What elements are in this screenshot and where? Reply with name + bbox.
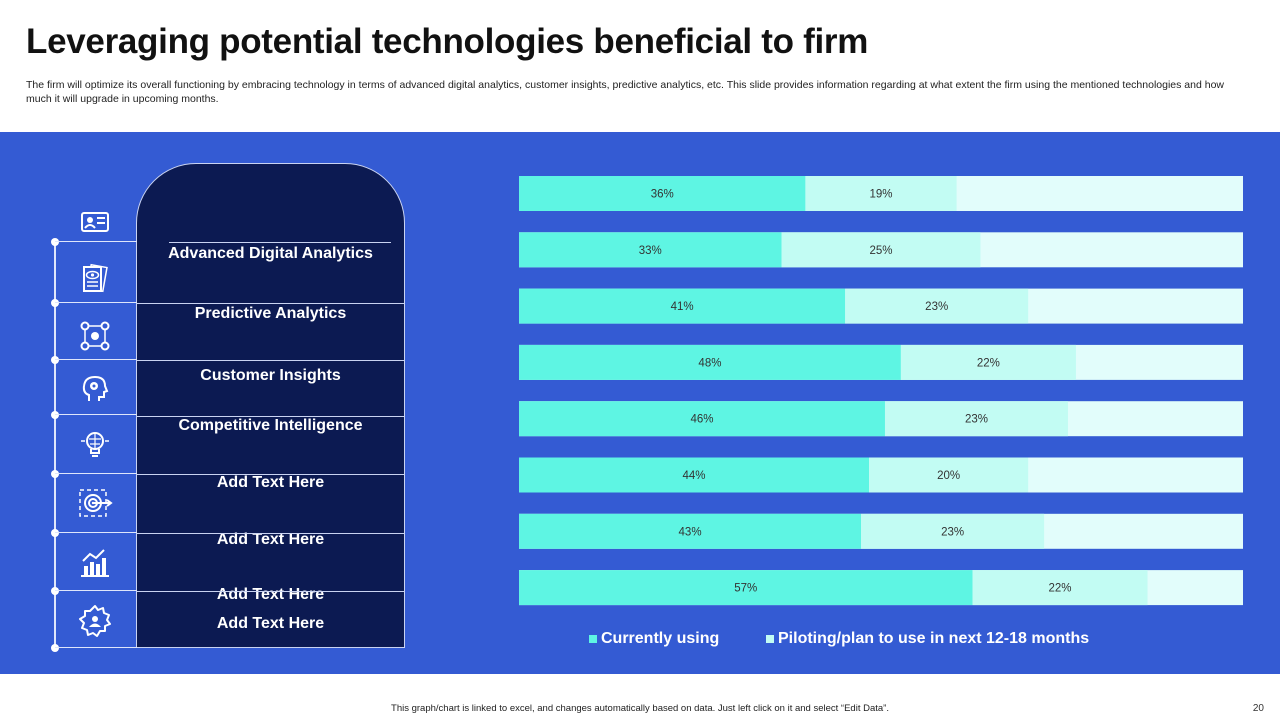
- data-label-current-7: 43%: [679, 526, 702, 538]
- bar-segment-piloting-4: [900, 344, 1076, 380]
- data-label-current-8: 57%: [734, 583, 757, 595]
- timeline-dot: [51, 411, 59, 419]
- data-label-current-2: 33%: [639, 245, 662, 257]
- row-divider: [137, 303, 404, 304]
- gear-person-icon: [79, 605, 111, 637]
- data-label-current-1: 36%: [651, 189, 674, 201]
- bar-segment-current-2: [519, 232, 782, 268]
- row-label-7: Add Text Here: [216, 586, 325, 603]
- legend-piloting: Piloting/plan to use in next 12-18 month…: [766, 630, 1089, 648]
- target-arrow-icon: [79, 489, 113, 517]
- row-divider: [137, 474, 404, 475]
- bar-segment-piloting-7: [861, 513, 1045, 549]
- footer-note: This graph/chart is linked to excel, and…: [391, 703, 889, 714]
- row-label-1: Advanced Digital Analytics: [168, 245, 373, 262]
- page-title: Leveraging potential technologies benefi…: [26, 22, 869, 61]
- data-label-current-6: 44%: [683, 470, 706, 482]
- stacked-bar-chart: 36% 19% 33% 25% 41% 23% 48% 22% 46% 23% 44% 20% 43% 2…: [519, 176, 1243, 606]
- category-label-column: Advanced Digital Analytics Predictive An…: [136, 163, 405, 648]
- timeline-connector: [55, 473, 137, 474]
- row-divider: [137, 533, 404, 534]
- timeline-connector: [55, 590, 137, 591]
- row-label-6: Add Text Here: [216, 531, 325, 548]
- row-divider: [169, 242, 391, 243]
- row-label-2: Predictive Analytics: [194, 305, 347, 322]
- legend-label-piloting: Piloting/plan to use in next 12-18 month…: [778, 630, 1090, 647]
- bar-segment-piloting-2: [781, 232, 981, 268]
- timeline-connector: [55, 302, 137, 303]
- bar-segment-current-1: [519, 176, 806, 211]
- timeline-dot: [51, 644, 59, 652]
- legend-swatch-currently-using: [589, 635, 597, 643]
- bar-segment-current-7: [519, 513, 862, 549]
- timeline-connector: [55, 414, 137, 415]
- timeline-connector: [55, 532, 137, 533]
- timeline-dot: [51, 238, 59, 246]
- timeline-dot: [51, 529, 59, 537]
- bar-segment-current-6: [519, 457, 870, 493]
- timeline-dot: [51, 356, 59, 364]
- timeline-dot: [51, 299, 59, 307]
- page-subtitle: The firm will optimize its overall funct…: [26, 79, 1224, 105]
- data-label-piloting-7: 23%: [941, 526, 964, 538]
- data-label-current-5: 46%: [690, 414, 713, 426]
- document-eye-icon: [83, 263, 108, 293]
- data-label-current-3: 41%: [671, 301, 694, 313]
- bar-segment-piloting-5: [884, 401, 1068, 437]
- row-label-8: Add Text Here: [216, 615, 325, 632]
- head-gear-icon: [82, 375, 109, 401]
- bar-growth-icon: [81, 549, 109, 577]
- row-label-4: Competitive Intelligence: [178, 417, 363, 434]
- data-label-piloting-1: 19%: [869, 189, 892, 201]
- data-label-piloting-2: 25%: [869, 245, 892, 257]
- page-number: 20: [1252, 703, 1264, 714]
- bar-segment-piloting-6: [869, 457, 1029, 493]
- bar-segment-piloting-3: [845, 288, 1029, 324]
- content-panel: Advanced Digital Analytics Predictive An…: [0, 132, 1280, 674]
- data-label-piloting-5: 23%: [965, 414, 988, 426]
- bar-segment-piloting-8: [972, 570, 1148, 606]
- data-label-piloting-3: 23%: [925, 301, 948, 313]
- row-divider: [137, 360, 404, 361]
- legend-swatch-piloting: [766, 635, 774, 643]
- bar-segment-current-8: [519, 570, 973, 606]
- row-divider: [137, 591, 404, 592]
- row-divider: [137, 416, 404, 417]
- data-label-current-4: 48%: [698, 357, 721, 369]
- timeline-connector: [55, 359, 137, 360]
- bar-segment-current-4: [519, 344, 901, 380]
- timeline-connector: [55, 241, 137, 242]
- brain-bulb-icon: [81, 432, 109, 457]
- data-label-piloting-4: 22%: [977, 357, 1000, 369]
- timeline-dot: [51, 587, 59, 595]
- legend-currently-using: Currently using: [589, 630, 719, 648]
- network-nodes-icon: [80, 321, 110, 351]
- timeline-dot: [51, 470, 59, 478]
- data-label-piloting-6: 20%: [937, 470, 960, 482]
- row-label-5: Add Text Here: [216, 474, 325, 491]
- data-label-piloting-8: 22%: [1048, 583, 1071, 595]
- timeline-line: [54, 240, 56, 650]
- id-card-icon: [81, 212, 109, 232]
- legend-label-currently-using: Currently using: [601, 630, 720, 647]
- bar-segment-current-5: [519, 401, 885, 437]
- bar-segment-piloting-1: [805, 176, 957, 211]
- timeline-connector: [55, 647, 137, 648]
- row-label-3: Customer Insights: [200, 367, 341, 384]
- bar-segment-current-3: [519, 288, 846, 324]
